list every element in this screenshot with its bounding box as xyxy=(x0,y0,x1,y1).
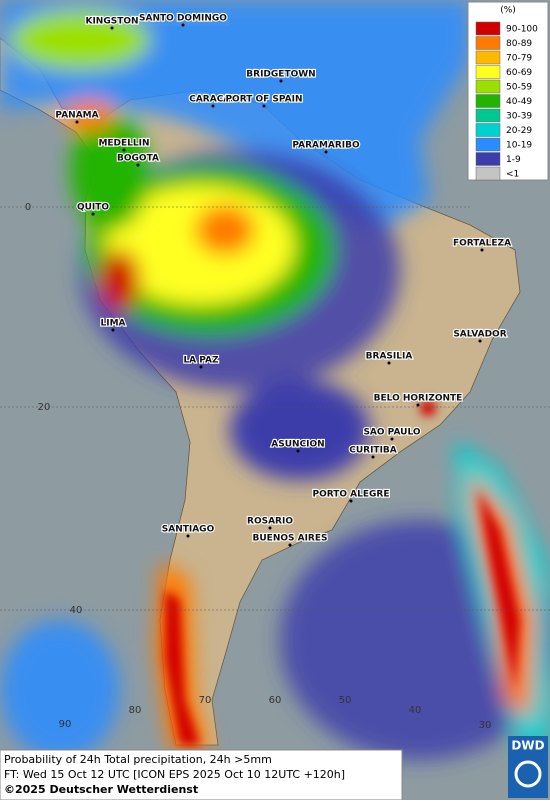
city-label: CARACAS xyxy=(189,95,237,105)
legend-swatch xyxy=(475,152,501,166)
legend-swatch xyxy=(475,166,501,181)
logo-icon xyxy=(514,760,542,788)
city-dot xyxy=(296,449,300,453)
city-dot xyxy=(480,248,484,252)
city-label: PORTO ALEGRE xyxy=(312,490,389,500)
legend-label: 10-19 xyxy=(506,141,532,151)
legend-swatch xyxy=(475,79,501,94)
city-dot xyxy=(371,455,375,459)
legend-swatch xyxy=(475,137,501,152)
city-dot xyxy=(279,79,283,83)
legend-swatch xyxy=(475,65,501,79)
city-label: QUITO xyxy=(77,203,109,213)
legend-label: <1 xyxy=(506,170,519,180)
legend-label: 20-29 xyxy=(506,126,532,136)
city-label: BRIDGETOWN xyxy=(246,70,315,80)
legend-label: 70-79 xyxy=(506,54,532,64)
city-dot xyxy=(186,534,190,538)
city-label: SALVADOR xyxy=(453,330,506,340)
city-dot xyxy=(349,499,353,503)
city-dot xyxy=(262,104,266,108)
graticule-label: 20 xyxy=(38,402,51,413)
legend-swatch xyxy=(475,94,501,108)
legend-label: 60-69 xyxy=(506,68,532,78)
graticule-label: 50 xyxy=(339,695,352,706)
city-dot xyxy=(136,163,140,167)
city-label: LIMA xyxy=(100,319,125,329)
graticule-label: 40 xyxy=(409,705,422,716)
footer-box xyxy=(0,749,403,801)
city-label: BOGOTA xyxy=(117,154,159,164)
footer-title: Probability of 24h Total precipitation, … xyxy=(4,753,272,766)
city-dot xyxy=(122,148,126,152)
legend-swatch xyxy=(475,123,501,137)
logo-box xyxy=(508,736,548,798)
city-label: BELO HORIZONTE xyxy=(374,394,463,404)
city-dot xyxy=(387,361,391,365)
city-dot xyxy=(324,150,328,154)
city-label: PORT OF SPAIN xyxy=(225,95,302,105)
legend-label: 40-49 xyxy=(506,97,532,107)
graticule-label: 90 xyxy=(59,719,72,730)
graticule-label: 60 xyxy=(269,695,282,706)
footer-forecast: FT: Wed 15 Oct 12 UTC [ICON EPS 2025 Oct… xyxy=(4,768,345,781)
legend-label: 90-100 xyxy=(506,25,538,35)
city-label: ASUNCION xyxy=(271,440,324,450)
city-dot xyxy=(110,26,114,30)
city-dot xyxy=(390,437,394,441)
city-dot xyxy=(288,543,292,547)
graticule-label: 40 xyxy=(70,605,83,616)
city-label: CURITIBA xyxy=(349,446,397,456)
graticule-label: 30 xyxy=(479,720,492,731)
city-dot xyxy=(199,365,203,369)
copyright: ©2025 Deutscher Wetterdienst xyxy=(4,783,198,796)
legend-swatch xyxy=(475,50,501,65)
city-label: SAO PAULO xyxy=(363,428,420,438)
city-label: FORTALEZA xyxy=(453,239,511,249)
legend-label: 80-89 xyxy=(506,39,532,49)
city-label: BUENOS AIRES xyxy=(253,534,328,544)
legend-swatch xyxy=(475,108,501,123)
logo: DWD xyxy=(511,739,544,753)
precipitation-core xyxy=(165,400,520,745)
city-label: PARAMARIBO xyxy=(292,141,360,151)
city-dot xyxy=(478,339,482,343)
legend-unit: (%) xyxy=(500,6,516,16)
legend-swatch xyxy=(475,21,501,36)
legend-swatch xyxy=(475,36,501,50)
city-dot xyxy=(268,526,272,530)
city-label: LA PAZ xyxy=(183,356,219,366)
city-label: SANTO DOMINGO xyxy=(139,14,227,24)
city-dot xyxy=(181,23,185,27)
city-label: SANTIAGO xyxy=(162,525,215,535)
city-label: BRASILIA xyxy=(366,352,413,362)
city-dot xyxy=(75,120,79,124)
city-label: PANAMA xyxy=(55,111,98,121)
legend-label: 30-39 xyxy=(506,112,532,122)
city-label: ROSARIO xyxy=(247,517,293,527)
graticule-label: 80 xyxy=(129,705,142,716)
legend-label: 50-59 xyxy=(506,83,532,93)
city-dot xyxy=(91,212,95,216)
legend-label: 1-9 xyxy=(506,155,521,165)
city-label: MEDELLIN xyxy=(98,139,149,149)
graticule-label: 0 xyxy=(25,202,31,213)
city-dot xyxy=(111,328,115,332)
city-dot xyxy=(211,104,215,108)
graticule-label: 70 xyxy=(199,695,212,706)
city-dot xyxy=(416,403,420,407)
city-label: KINGSTON xyxy=(85,17,138,27)
